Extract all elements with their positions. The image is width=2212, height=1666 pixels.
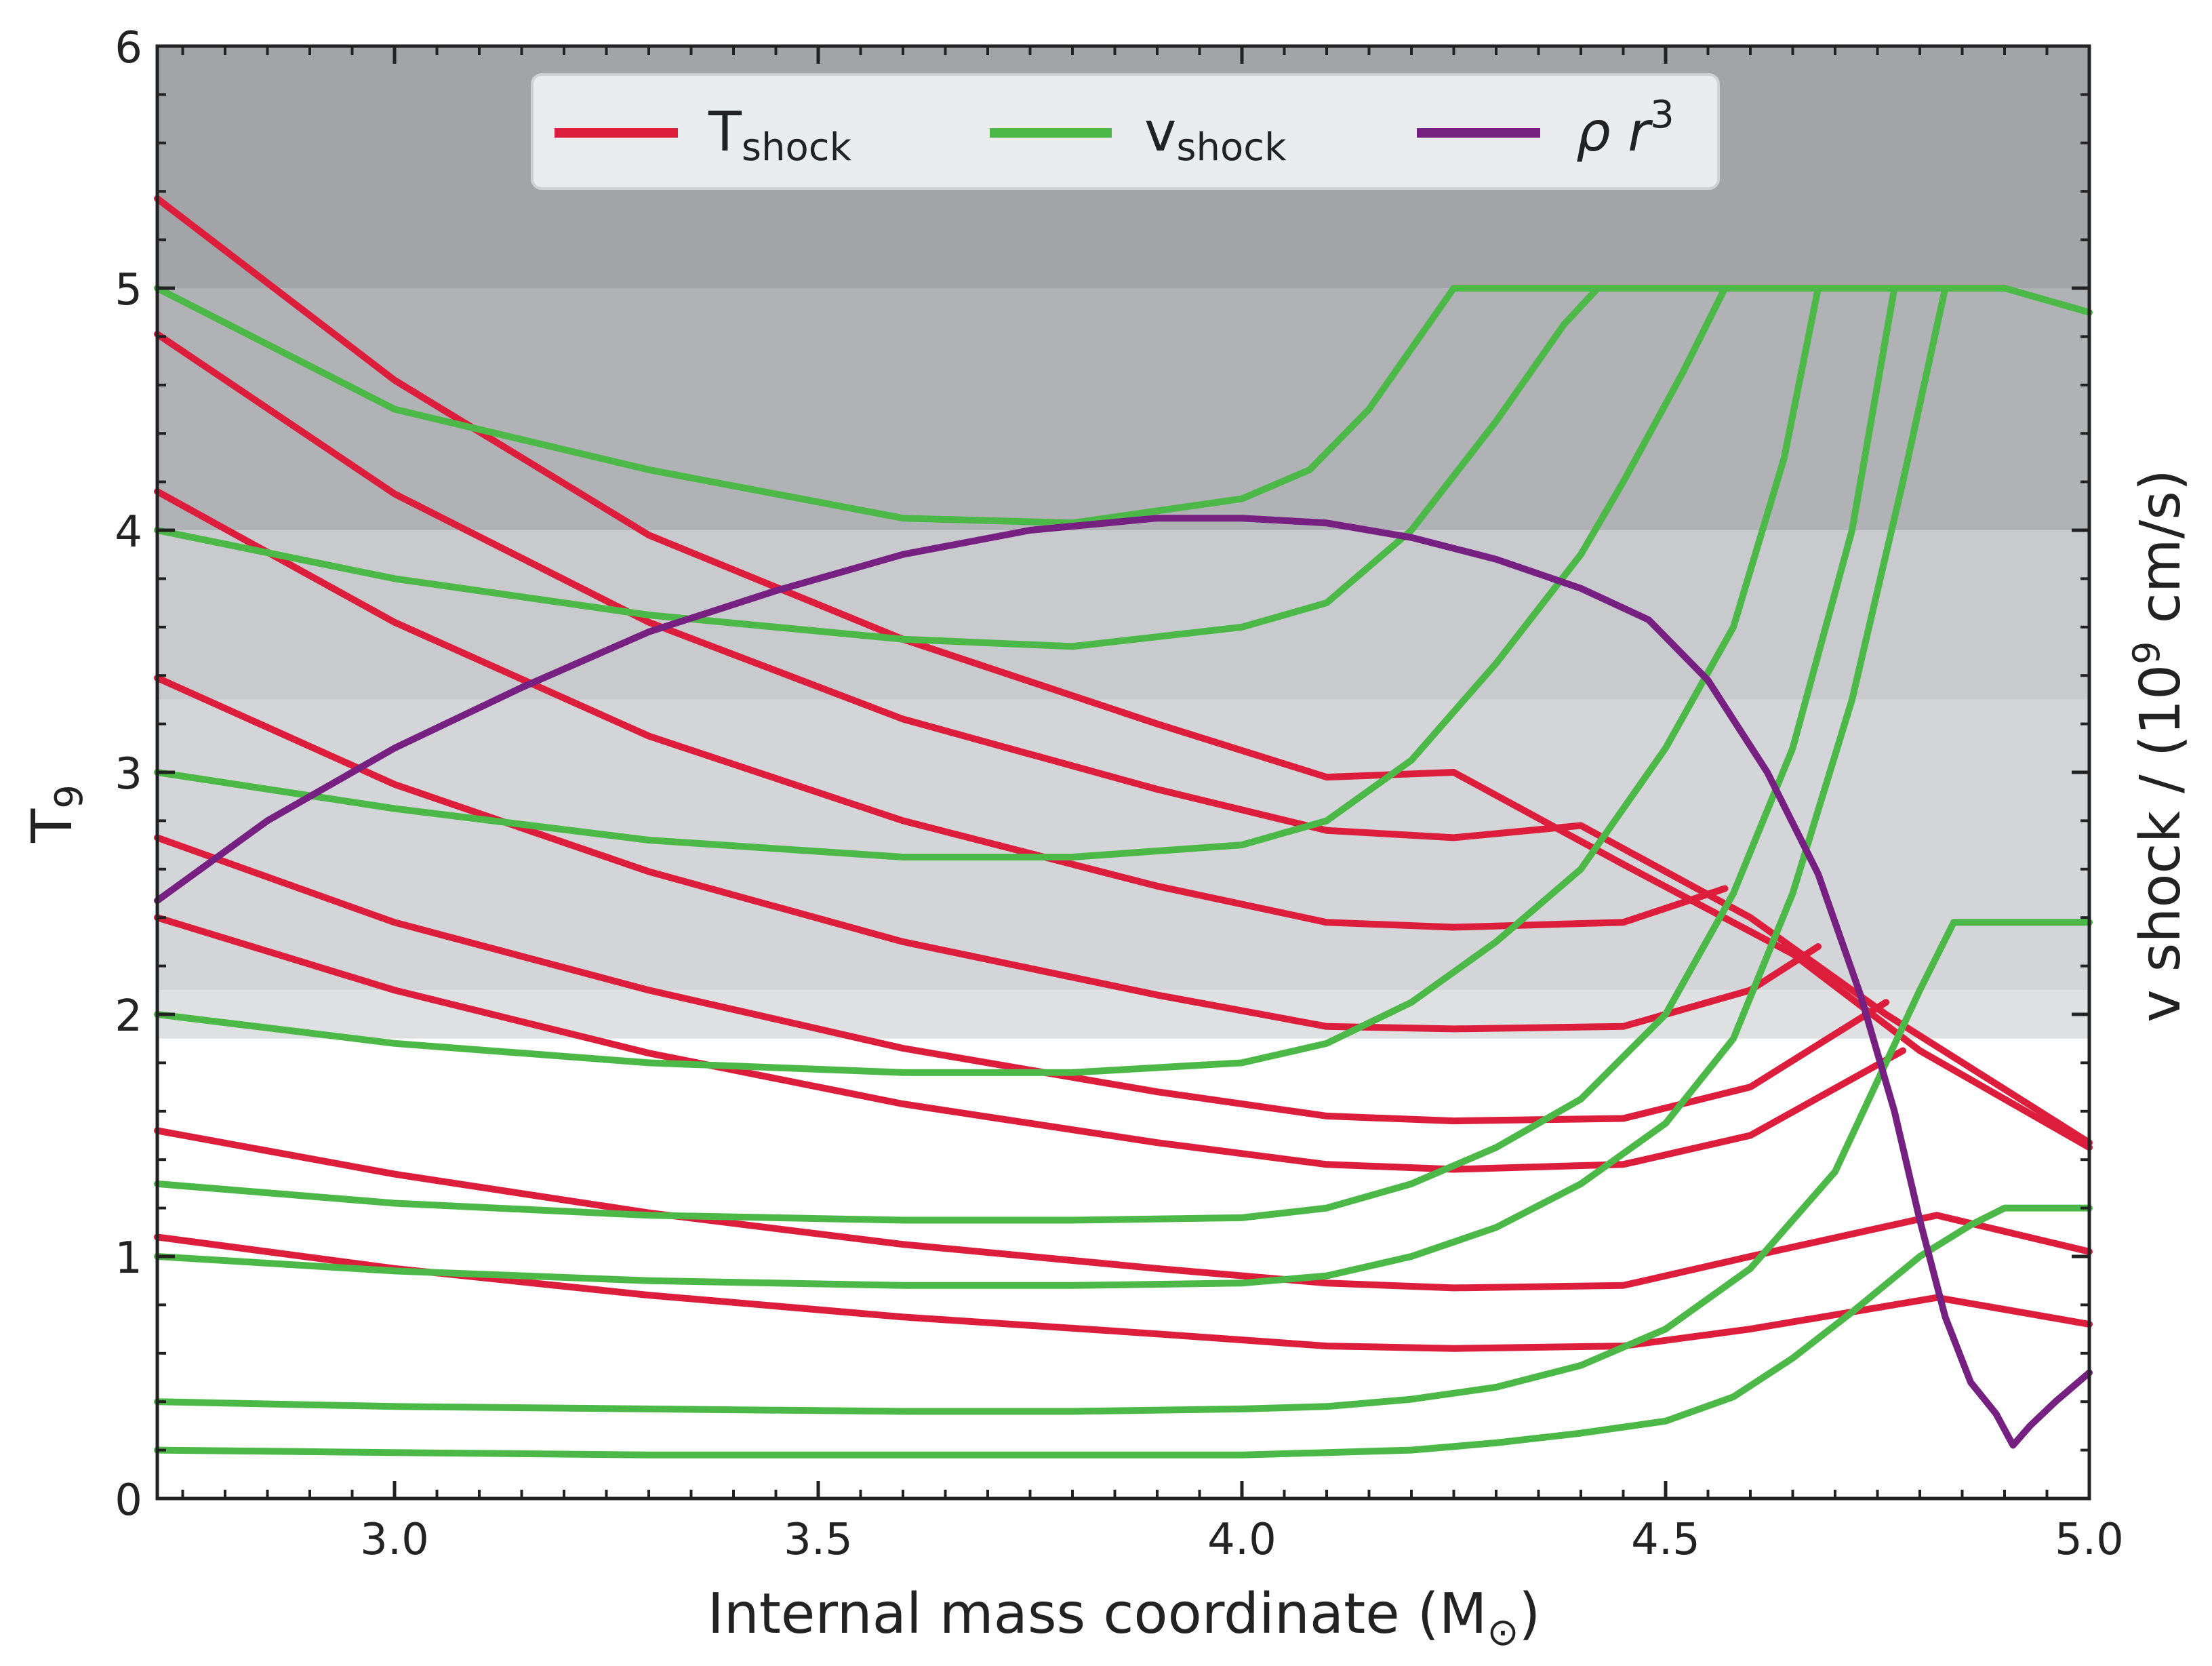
axis-ticks: 3.0 3.5 4.0 4.5 5.0 0 1 2 3 4 5 6 [115, 23, 2124, 1565]
y-tick-label: 4 [115, 507, 142, 557]
series-line-T-shock-6 [154, 914, 1906, 1173]
y-tick-label: 3 [115, 749, 142, 799]
series-line-v-shock-2 [154, 285, 1601, 650]
series-line-T-shock-4 [154, 674, 1822, 1033]
x-tick-label: 3.0 [360, 1515, 429, 1565]
band-1 [157, 288, 2089, 530]
y2-axis-title: v shock / (109 cm/s) [2125, 469, 2193, 1023]
series-lines [154, 195, 2093, 1459]
series-line-v-shock-1 [154, 285, 2093, 527]
y-tick-label: 5 [115, 265, 142, 315]
series-line-v-shock-5 [154, 285, 1898, 1224]
series-line-v-shock-6 [154, 285, 1949, 1289]
x-tick-label: 5.0 [2055, 1515, 2124, 1565]
x-tick-label: 3.5 [784, 1515, 853, 1565]
plot-frame [155, 44, 2091, 1501]
legend-box [531, 73, 1720, 190]
series-line-rho-r3-1 [154, 515, 2093, 1449]
y-tick-label: 1 [115, 1233, 142, 1284]
legend-label-rho-r3: ρ r3 [1576, 93, 1674, 163]
x-tick-label: 4.0 [1207, 1515, 1276, 1565]
band-2 [157, 530, 2089, 700]
series-line-T-shock-3 [154, 488, 1729, 931]
legend-label-v-shock: vshock [1144, 100, 1287, 170]
series-line-v-shock-7 [154, 919, 2093, 1415]
legend: Tshock vshock ρ r3 [531, 73, 1720, 190]
x-axis-title: Internal mass coordinate (M⊙) [708, 1582, 1541, 1654]
series-line-T-shock-2 [154, 330, 2093, 1147]
series-line-T-shock-1 [154, 195, 2093, 1151]
series-line-T-shock-8 [154, 1233, 2093, 1352]
series-line-T-shock-7 [154, 1127, 2093, 1292]
band-3 [157, 699, 2089, 991]
shaded-bands [157, 46, 2089, 1039]
y-axis-title: T9 [20, 785, 92, 844]
x-tick-label: 4.5 [1631, 1515, 1700, 1565]
series-line-v-shock-4 [154, 285, 1822, 1076]
y-tick-label: 2 [115, 991, 142, 1042]
series-line-T-shock-5 [154, 834, 1889, 1125]
y-tick-label: 6 [115, 23, 142, 73]
legend-label-t-shock: Tshock [708, 100, 852, 170]
series-line-v-shock-3 [154, 285, 1729, 860]
y-tick-label: 0 [115, 1475, 142, 1526]
band-4 [157, 990, 2089, 1039]
